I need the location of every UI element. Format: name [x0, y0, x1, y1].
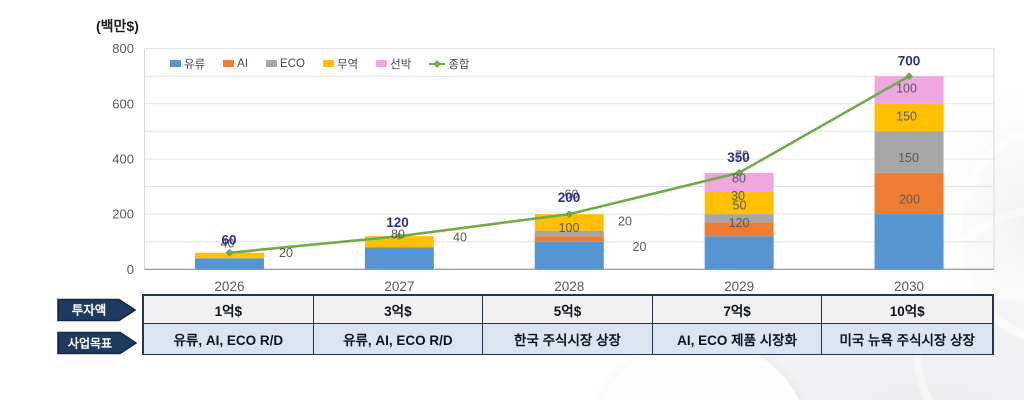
- table-cell-goal-2026: 유류, AI, ECO R/D: [144, 324, 314, 354]
- line-marker-2026: [225, 249, 234, 257]
- investment-goal-table: 1억$ 3억$ 5억$ 7억$ 10억$ 유류, AI, ECO R/D 유류, AI, E…: [142, 294, 994, 355]
- legend-item-무역: 무역: [322, 56, 359, 72]
- segment-value-label: 20: [618, 215, 632, 229]
- line-marker-2028: [565, 210, 573, 218]
- table-cell-investment-2030: 10억$: [822, 296, 992, 324]
- legend-label: AI: [237, 57, 249, 70]
- segment-value-label: 40: [221, 237, 235, 251]
- bar-segment-ECO-2029: [704, 214, 774, 223]
- x-category-label: 2030: [894, 279, 924, 294]
- total-value-label: 60: [221, 233, 236, 248]
- bar-segment-유류-2028: [534, 241, 604, 270]
- pentagon-arrow-shape: [57, 331, 137, 355]
- bar-segment-유류-2026: [194, 258, 264, 270]
- legend-item-선박: 선박: [376, 56, 411, 72]
- row-header-business-goal: 사업목표: [57, 331, 137, 355]
- total-value-label: 700: [898, 54, 921, 69]
- legend-label: 유류: [184, 58, 206, 71]
- segment-value-label: 60: [565, 188, 579, 202]
- table-cell-investment-2028: 5억$: [483, 296, 653, 324]
- bar-segment-무역-2027: [364, 236, 434, 248]
- bar-segment-무역-2030: [874, 103, 944, 132]
- legend-swatch-icon: [170, 60, 181, 67]
- table-cell-goal-2028: 한국 주식시장 상장: [483, 324, 653, 354]
- bar-segment-AI-2030: [874, 172, 944, 215]
- table-cell-goal-2030: 미국 뉴욕 주식시장 상장: [822, 324, 992, 354]
- segment-value-label: 120: [729, 216, 750, 230]
- x-category-label: 2026: [214, 279, 244, 294]
- legend-item-종합: 종합: [429, 56, 469, 72]
- total-value-label: 200: [558, 190, 581, 205]
- legend-label: 무역: [336, 58, 359, 71]
- table-cell-investment-2027: 3억$: [313, 296, 484, 324]
- bar-segment-무역-2028: [534, 214, 604, 231]
- legend-swatch-icon: [266, 60, 278, 67]
- row-header-investment: 투자액: [57, 298, 137, 322]
- segment-value-label: 80: [391, 228, 405, 242]
- segment-value-label: 30: [731, 189, 745, 203]
- segment-value-label: 100: [896, 82, 917, 96]
- segment-value-label: 150: [898, 151, 919, 165]
- legend-label: ECO: [280, 57, 305, 70]
- x-category-label: 2029: [724, 279, 754, 294]
- chart-legend: 유류 AI ECO 무역 선박 종합: [170, 56, 469, 72]
- segment-value-label: 50: [733, 199, 747, 213]
- x-category-label: 2027: [384, 279, 414, 294]
- y-tick-label: 600: [112, 96, 134, 111]
- segment-value-label: 20: [279, 246, 293, 260]
- table-cell-goal-2029: AI, ECO 제품 시장화: [652, 324, 823, 354]
- row-header-business-goal-label: 사업목표: [68, 336, 112, 351]
- bar-segment-ECO-2030: [874, 131, 944, 173]
- bar-segment-유류-2029: [704, 236, 774, 270]
- legend-swatch-icon: [223, 60, 235, 67]
- bar-segment-무역-2029: [704, 192, 774, 215]
- total-value-label: 120: [386, 215, 409, 230]
- legend-item-ECO: ECO: [266, 58, 305, 70]
- total-value-label: 350: [727, 150, 750, 165]
- legend-item-AI: AI: [223, 58, 248, 70]
- row-header-investment-label: 투자액: [72, 303, 107, 318]
- bar-segment-AI-2028: [534, 236, 604, 242]
- y-tick-label: 0: [127, 262, 134, 277]
- legend-item-유류: 유류: [170, 56, 205, 72]
- table-cell-investment-2029: 7억$: [652, 296, 823, 324]
- segment-value-label: 20: [633, 240, 647, 254]
- bar-segment-AI-2029: [704, 222, 774, 237]
- x-category-label: 2028: [554, 279, 584, 294]
- segment-value-label: 100: [559, 221, 580, 235]
- pentagon-arrow-shape: [57, 298, 137, 322]
- segment-value-label: 200: [899, 193, 920, 207]
- legend-swatch-icon: [376, 60, 388, 67]
- line-marker-2027: [395, 232, 404, 240]
- table-cell-investment-2026: 1억$: [144, 296, 314, 324]
- legend-label: 선박: [390, 58, 412, 71]
- line-marker-2029: [735, 169, 743, 177]
- bar-segment-유류-2027: [364, 247, 434, 270]
- line-marker-2030: [905, 72, 913, 80]
- segment-value-label: 80: [732, 172, 746, 186]
- segment-value-label: 150: [896, 110, 917, 124]
- legend-label: 종합: [448, 58, 470, 71]
- segment-value-label: 70: [735, 149, 749, 163]
- table-cell-goal-2027: 유류, AI, ECO R/D: [313, 324, 484, 354]
- segment-value-label: 40: [453, 231, 467, 245]
- bar-segment-ECO-2028: [534, 230, 604, 237]
- legend-line-marker-icon: [429, 59, 446, 68]
- legend-swatch-icon: [322, 60, 334, 67]
- y-tick-label: 400: [112, 151, 134, 166]
- y-tick-label: 200: [112, 207, 134, 222]
- bar-segment-유류-2030: [874, 214, 944, 270]
- y-tick-label: 800: [112, 41, 134, 56]
- y-axis-unit-title: (백만$): [96, 18, 139, 34]
